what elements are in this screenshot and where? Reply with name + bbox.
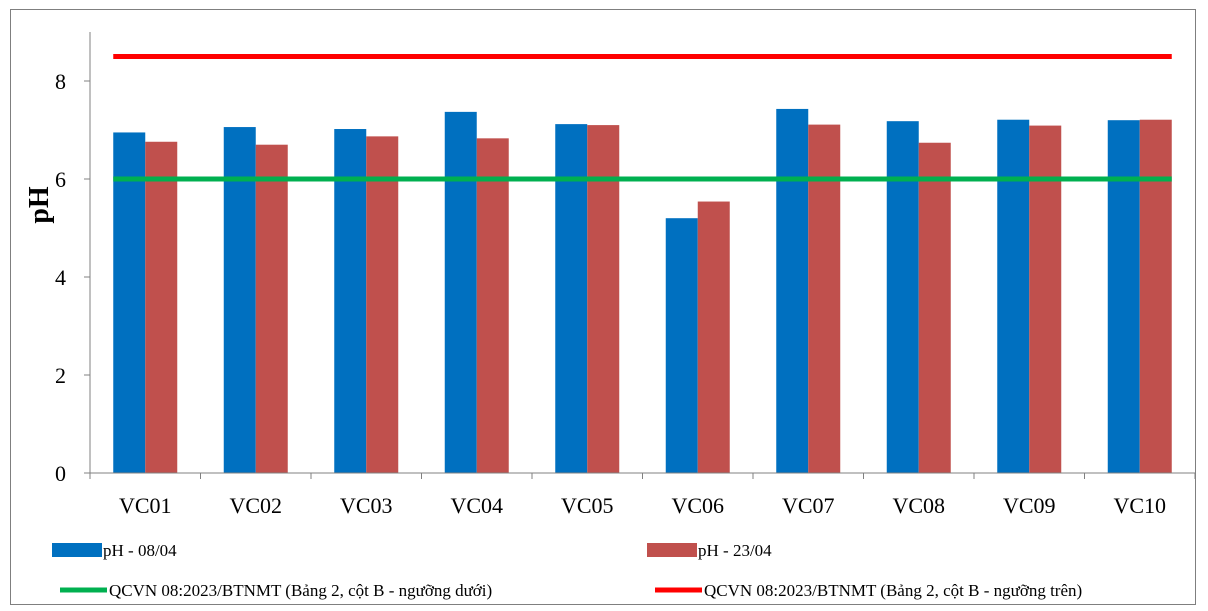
x-tick-label-vc09: VC09 [1003,493,1056,518]
bar-s2-vc04 [476,138,509,473]
bar-s1-vc01 [113,132,146,473]
bars-layer [113,108,1172,474]
x-tick-label-vc05: VC05 [561,493,614,518]
bar-s1-vc06 [665,218,698,473]
y-tick-label-0: 0 [55,461,66,486]
legend-item-lower-limit-label: QCVN 08:2023/BTNMT (Bảng 2, cột B - ngưỡ… [109,581,492,600]
bar-s1-vc08 [886,121,919,474]
legend-item-upper-limit-label: QCVN 08:2023/BTNMT (Bảng 2, cột B - ngưỡ… [704,581,1082,600]
x-tick-label-vc03: VC03 [340,493,393,518]
bar-s1-vc03 [334,129,367,473]
x-tick-label-vc06: VC06 [671,493,724,518]
reference-lines-layer [113,54,1172,182]
bar-s2-vc02 [255,144,288,473]
y-axis-title: pH [24,186,55,224]
x-tick-label-vc02: VC02 [229,493,282,518]
bar-s2-vc06 [697,201,730,474]
bar-s1-vc05 [555,124,588,474]
x-tick-label-vc07: VC07 [782,493,835,518]
x-tick-label-vc01: VC01 [119,493,172,518]
bar-s1-vc10 [1107,120,1140,473]
x-tick-label-vc04: VC04 [450,493,503,518]
bar-s1-vc04 [444,111,477,474]
axes-layer: 0 2 4 6 8 VC01 VC02 VC03 VC04 VC05 VC06 VC07 VC08 VC0… [55,32,1196,518]
bar-s2-vc09 [1029,125,1062,473]
bar-s2-vc07 [808,124,841,474]
legend-item-series-2-label: pH - 23/04 [698,541,772,560]
bar-s1-vc07 [776,108,809,474]
y-tick-label-4: 4 [55,265,66,290]
bar-s2-vc01 [145,141,178,473]
bar-s2-vc03 [366,136,399,473]
y-tick-label-2: 2 [55,363,66,388]
legend-item-series-2-swatch [647,543,697,557]
bar-s1-vc02 [223,127,256,473]
legend: pH - 08/04 pH - 23/04 QCVN 08:2023/BTNMT (… [52,541,1082,600]
legend-item-series-1-label: pH - 08/04 [103,541,177,560]
bar-s2-vc10 [1139,119,1172,474]
bar-s1-vc09 [997,119,1030,474]
y-tick-label-8: 8 [55,69,66,94]
bar-s2-vc05 [587,125,620,473]
bar-s2-vc08 [918,142,951,474]
legend-item-series-1-swatch [52,543,102,557]
y-tick-label-6: 6 [55,167,66,192]
x-tick-label-vc10: VC10 [1113,493,1166,518]
x-tick-label-vc08: VC08 [892,493,945,518]
